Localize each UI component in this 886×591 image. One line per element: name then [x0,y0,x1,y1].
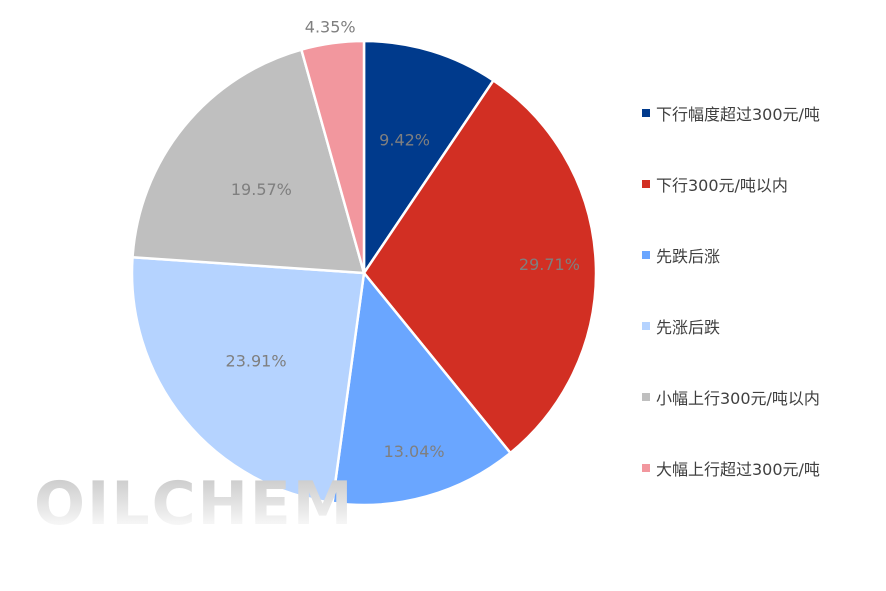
slice-label-3: 13.04% [384,442,445,461]
legend-label: 下行300元/吨以内 [656,176,788,195]
legend-item-2: 下行300元/吨以内 [642,172,788,196]
legend-label: 大幅上行超过300元/吨 [656,460,820,479]
legend-swatch [642,251,650,259]
legend-item-4: 先涨后跌 [642,314,720,338]
pie-slice-3 [331,271,512,507]
legend-swatch [642,180,650,188]
legend-swatch [642,109,650,117]
legend-item-5: 小幅上行300元/吨以内 [642,385,820,409]
oilchem-watermark: OILCHEM [34,469,355,539]
pie-slice-1 [362,39,495,275]
legend-item-3: 先跌后涨 [642,243,720,267]
legend-item-6: 大幅上行超过300元/吨 [642,456,820,480]
legend-swatch [642,322,650,330]
slice-label-2: 29.71% [519,255,580,274]
slice-label-4: 23.91% [226,351,287,370]
slice-label-5: 19.57% [231,180,292,199]
pie-slice-2 [362,79,598,455]
legend-item-1: 下行幅度超过300元/吨 [642,101,820,125]
legend-label: 先跌后涨 [656,247,721,266]
pie-slice-4 [130,256,366,505]
legend-label: 下行幅度超过300元/吨 [656,105,820,124]
pie-slice-6 [300,39,366,275]
pie-slice-5 [131,48,366,275]
legend-swatch [642,393,650,401]
legend-swatch [642,464,650,472]
slice-label-6: 4.35% [305,18,356,37]
legend-label: 先涨后跌 [656,318,721,337]
slice-label-1: 9.42% [379,130,430,149]
legend-label: 小幅上行300元/吨以内 [656,389,820,408]
